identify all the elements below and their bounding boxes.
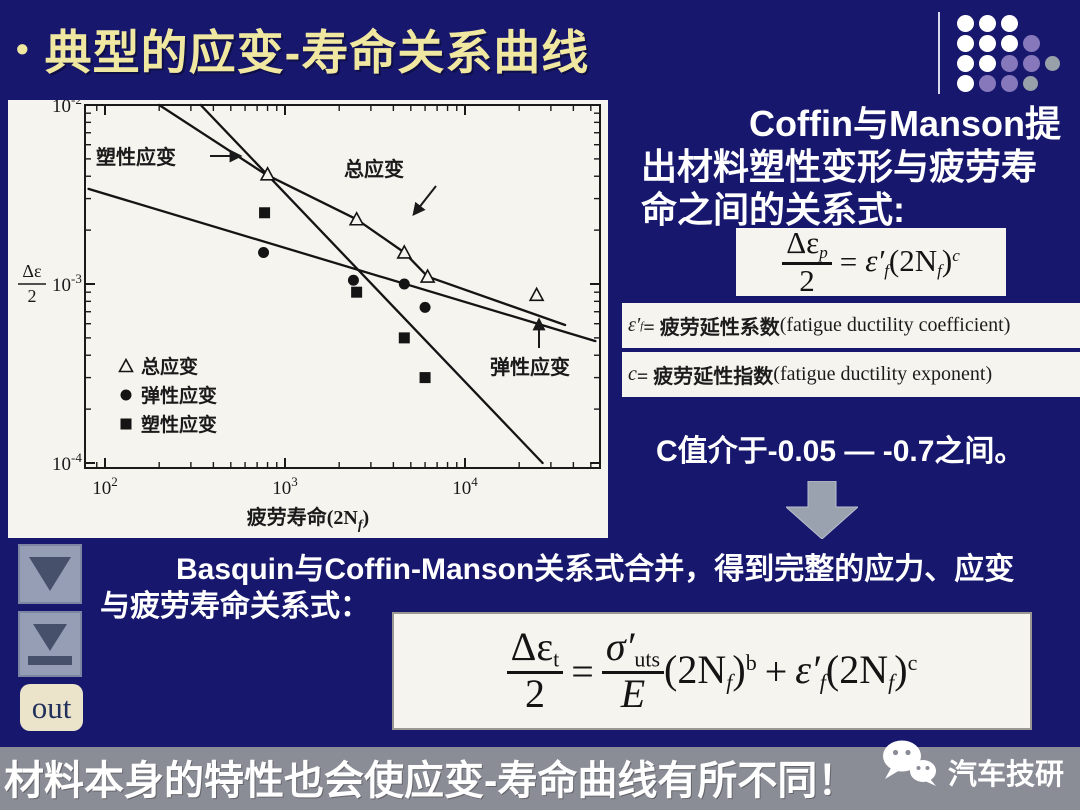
logo-dot: [1001, 35, 1018, 52]
svg-text:10-4: 10-4: [52, 450, 82, 475]
logo-dots: [957, 15, 1060, 95]
logo-dot: [979, 55, 996, 72]
svg-text:疲劳寿命(2Nf): 疲劳寿命(2Nf): [247, 505, 369, 533]
logo-dot: [957, 15, 974, 32]
title-bullet-icon: •: [16, 27, 29, 69]
logo-divider: [938, 12, 940, 94]
fatigue-ductility-coefficient-definition: ε′ f = 疲劳延性系数 (fatigue ductility coeffici…: [622, 303, 1080, 348]
nav-end-button[interactable]: [18, 611, 82, 677]
logo-dot: [1045, 56, 1060, 71]
svg-text:弹性应变: 弹性应变: [141, 384, 217, 407]
coffin-line-1: Coffin与Manson提: [749, 103, 1061, 144]
logo-dot: [1001, 15, 1018, 32]
logo-dot: [1001, 55, 1018, 72]
title-text: 典型的应变-寿命关系曲线: [44, 26, 590, 79]
logo-dot: [979, 75, 996, 92]
logo-dot: [957, 55, 974, 72]
end-bar-icon: [28, 655, 72, 665]
down-block-arrow-icon: [784, 480, 860, 544]
basquin-line-2: 与疲劳寿命关系式：: [100, 589, 370, 623]
page-title: • 典型的应变-寿命关系曲线: [16, 14, 589, 83]
wechat-icon: [880, 738, 940, 793]
coffin-manson-paragraph: Coffin与Manson提 出材料塑性变形与疲劳寿 命之间的关系式:: [641, 102, 1080, 232]
down-triangle-icon: [29, 557, 71, 591]
combined-strain-life-formula: Δεt 2 = σ′uts E (2Nf)b + ε′f(2Nf)c: [392, 612, 1032, 730]
logo-dot: [979, 15, 996, 32]
svg-text:弹性应变: 弹性应变: [490, 355, 570, 379]
svg-text:102: 102: [92, 474, 118, 499]
coffin-line-2: 出材料塑性变形与疲劳寿: [641, 146, 1038, 188]
logo-dot: [957, 35, 974, 52]
nav-next-button[interactable]: [18, 544, 82, 604]
c-value-range-text: C值介于-0.05 — -0.7之间。: [656, 435, 1025, 468]
out-button[interactable]: out: [20, 684, 83, 731]
logo-dot: [1023, 76, 1038, 91]
svg-text:10-2: 10-2: [52, 100, 82, 117]
svg-text:总应变: 总应变: [344, 157, 404, 181]
logo-dot: [1001, 75, 1018, 92]
svg-text:103: 103: [272, 474, 298, 499]
coffin-line-3: 命之间的关系式:: [641, 189, 905, 231]
logo-dot: [1023, 35, 1040, 52]
svg-text:塑性应变: 塑性应变: [96, 145, 176, 169]
svg-text:Δε: Δε: [22, 261, 42, 281]
logo-dot: [1023, 55, 1040, 72]
logo-dot: [957, 75, 974, 92]
svg-text:104: 104: [452, 474, 478, 499]
basquin-paragraph: Basquin与Coffin-Manson关系式合并，得到完整的应力、应变 与疲…: [100, 552, 1035, 625]
footer-text: 材料本身的特性也会使应变-寿命曲线有所不同！: [4, 759, 858, 803]
brand-text: 汽车技研: [948, 759, 1065, 791]
svg-text:10-3: 10-3: [52, 271, 82, 296]
down-triangle-icon: [33, 623, 67, 651]
footer-bar: 材料本身的特性也会使应变-寿命曲线有所不同！ 汽车技研: [0, 740, 1080, 810]
coffin-manson-formula: Δεp 2 = ε′f (2Nf)c: [736, 227, 1006, 296]
basquin-line-1: Basquin与Coffin-Manson关系式合并，得到完整的应力、应变: [176, 553, 1015, 586]
logo-dot: [979, 35, 996, 52]
chart-panel: 10210310410-210-310-4疲劳寿命(2Nf)Δε2总应变弹性应变…: [8, 92, 608, 538]
svg-text:塑性应变: 塑性应变: [141, 413, 217, 436]
fatigue-ductility-exponent-definition: c = 疲劳延性指数 (fatigue ductility exponent): [622, 352, 1080, 397]
strain-life-chart: 10210310410-210-310-4疲劳寿命(2Nf)Δε2总应变弹性应变…: [18, 92, 601, 533]
svg-text:总应变: 总应变: [141, 355, 198, 378]
svg-text:2: 2: [28, 286, 37, 306]
